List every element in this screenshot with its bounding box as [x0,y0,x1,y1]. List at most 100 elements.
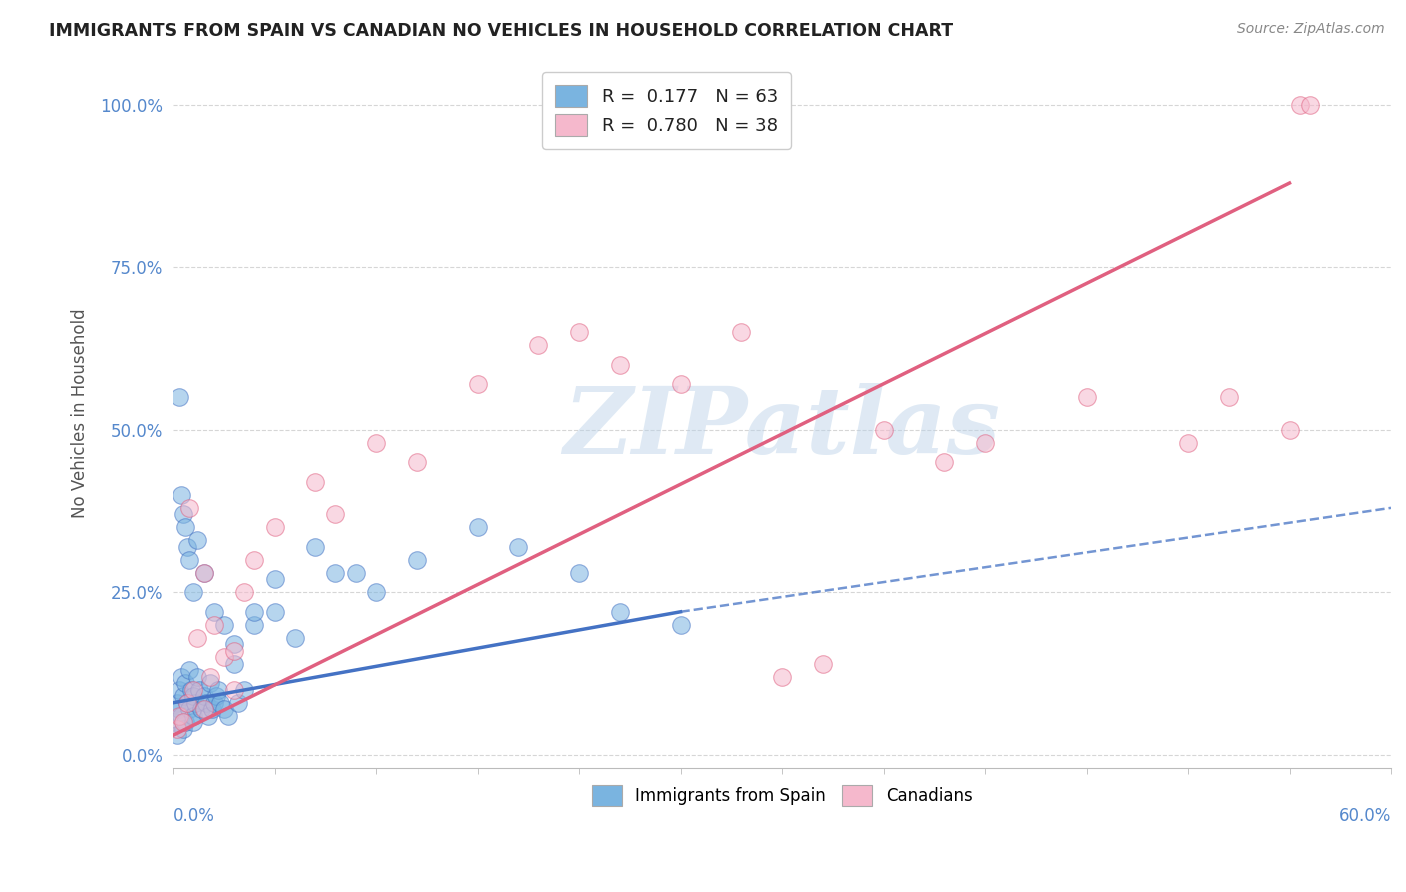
Point [176,696,198,710]
Point [974,436,997,450]
Point [730,326,752,340]
Point [179,500,201,515]
Point [226,696,249,710]
Point [194,696,217,710]
Point [1177,436,1199,450]
Point [166,696,188,710]
Point [166,728,188,742]
Point [201,702,224,716]
Point [934,455,956,469]
Point [183,715,205,730]
Point [222,657,245,671]
Point [193,566,215,580]
Point [284,631,307,645]
Point [176,696,198,710]
Point [304,475,326,489]
Point [568,326,591,340]
Point [183,690,205,704]
Point [204,690,226,704]
Point [190,702,212,716]
Point [325,508,347,522]
Point [176,540,198,554]
Point [212,650,235,665]
Point [872,423,894,437]
Point [167,702,190,716]
Point [770,670,793,684]
Text: 0.0%: 0.0% [173,806,215,824]
Point [405,553,427,567]
Point [243,617,266,632]
Text: Source: ZipAtlas.com: Source: ZipAtlas.com [1237,22,1385,37]
Point [167,391,190,405]
Point [609,605,631,619]
Point [186,670,208,684]
Point [508,540,530,554]
Point [233,682,256,697]
Point [198,676,221,690]
Point [243,605,266,619]
Y-axis label: No Vehicles in Household: No Vehicles in Household [72,309,89,518]
Point [467,377,489,392]
Point [180,682,202,697]
Point [609,358,631,372]
Point [405,455,427,469]
Point [304,540,326,554]
Text: ZIPatlas: ZIPatlas [564,383,1001,473]
Point [172,715,194,730]
Legend: Immigrants from Spain, Canadians: Immigrants from Spain, Canadians [585,779,979,813]
Point [166,722,188,736]
Point [179,663,201,677]
Point [243,553,266,567]
Point [1218,391,1240,405]
Point [172,508,194,522]
Point [170,708,193,723]
Point [174,676,197,690]
Point [364,436,387,450]
Point [202,605,225,619]
Point [222,644,245,658]
Point [193,690,215,704]
Point [165,715,187,730]
Point [186,631,208,645]
Point [179,702,201,716]
Point [222,637,245,651]
Point [1288,98,1310,112]
Point [263,605,285,619]
Point [186,533,208,548]
Point [1278,423,1301,437]
Point [263,520,285,534]
Point [183,585,205,599]
Point [669,617,692,632]
Point [364,585,387,599]
Point [208,696,231,710]
Point [197,708,219,723]
Point [344,566,367,580]
Point [1299,98,1322,112]
Point [172,722,194,736]
Point [222,682,245,697]
Point [467,520,489,534]
Point [811,657,834,671]
Text: IMMIGRANTS FROM SPAIN VS CANADIAN NO VEHICLES IN HOUSEHOLD CORRELATION CHART: IMMIGRANTS FROM SPAIN VS CANADIAN NO VEH… [49,22,953,40]
Point [167,682,190,697]
Point [669,377,692,392]
Point [193,702,215,716]
Point [527,338,550,352]
Point [198,670,221,684]
Point [184,696,207,710]
Point [568,566,591,580]
Point [193,566,215,580]
Point [202,696,225,710]
Point [179,553,201,567]
Point [202,617,225,632]
Point [263,572,285,586]
Point [188,682,211,697]
Point [212,617,235,632]
Point [170,488,193,502]
Text: 60.0%: 60.0% [1339,806,1391,824]
Point [1076,391,1098,405]
Point [167,708,190,723]
Point [172,690,194,704]
Point [217,708,239,723]
Point [233,585,256,599]
